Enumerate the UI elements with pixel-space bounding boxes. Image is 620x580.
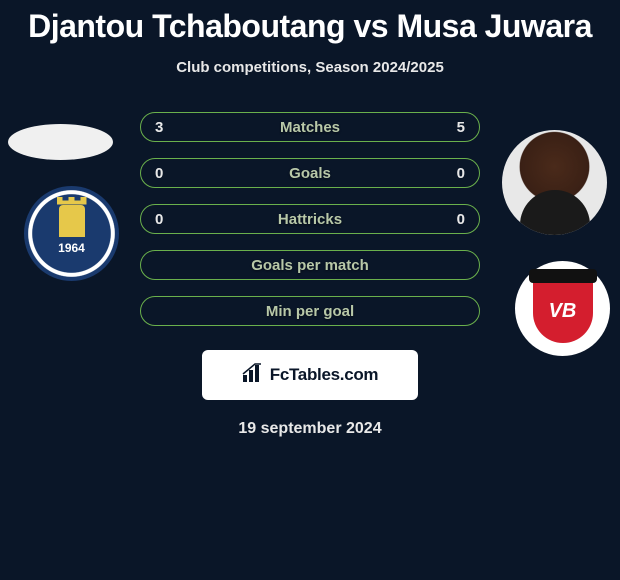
stat-row: 0 Hattricks 0 (140, 204, 480, 234)
stat-label: Hattricks (278, 211, 342, 228)
club-founding-year: 1964 (58, 241, 85, 255)
stat-value-right: 0 (457, 211, 465, 228)
player-left-portrait (8, 124, 113, 160)
brand-text: FcTables.com (270, 365, 379, 385)
stats-list: 3 Matches 5 0 Goals 0 0 Hattricks 0 Goal… (140, 112, 480, 342)
stat-label: Goals per match (251, 257, 369, 274)
stat-value-right: 0 (457, 165, 465, 182)
stat-row: 3 Matches 5 (140, 112, 480, 142)
stat-label: Goals (289, 165, 331, 182)
season-subtitle: Club competitions, Season 2024/2025 (0, 59, 620, 76)
player-left-club-badge: 1964 (24, 186, 119, 281)
stat-value-left: 0 (155, 165, 163, 182)
player-right-portrait (502, 130, 607, 235)
stat-row: Goals per match (140, 250, 480, 280)
player-right-club-badge: VB (515, 261, 610, 356)
tower-icon (59, 205, 85, 237)
stat-value-left: 0 (155, 211, 163, 228)
stat-value-left: 3 (155, 119, 163, 136)
stat-row: Min per goal (140, 296, 480, 326)
club-initials: VB (549, 300, 577, 323)
bar-chart-icon (242, 363, 264, 388)
stat-label: Matches (280, 119, 340, 136)
brand-badge[interactable]: FcTables.com (202, 350, 418, 400)
stat-label: Min per goal (266, 303, 354, 320)
stat-value-right: 5 (457, 119, 465, 136)
stat-row: 0 Goals 0 (140, 158, 480, 188)
shield-icon: VB (533, 275, 593, 343)
comparison-panel: 1964 VB 3 Matches 5 0 Goals 0 0 Hattrick… (0, 106, 620, 446)
page-title: Djantou Tchaboutang vs Musa Juwara (0, 0, 620, 45)
snapshot-date: 19 september 2024 (0, 420, 620, 438)
